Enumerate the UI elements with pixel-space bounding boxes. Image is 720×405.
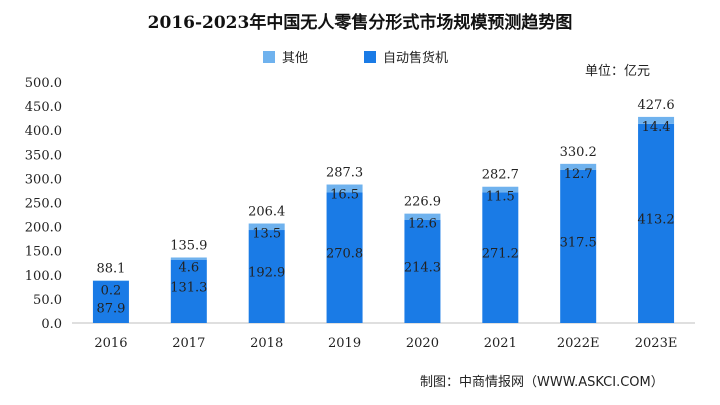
vending-value-label: 413.2 [637, 212, 674, 227]
y-tick-label: 350.0 [25, 148, 62, 163]
bar-vending [248, 230, 285, 323]
bar-other [482, 186, 519, 193]
bar-vending [482, 192, 519, 323]
total-label: 282.7 [482, 168, 519, 183]
y-tick-label: 450.0 [25, 100, 62, 115]
total-label: 226.9 [404, 195, 441, 210]
other-value-label: 14.4 [642, 120, 671, 135]
other-value-label: 12.7 [564, 167, 593, 182]
y-axis: 0.0 50.0 100.0 150.0 200.0 250.0 300.0 350.0 400… [25, 76, 62, 332]
y-tick-label: 150.0 [25, 245, 62, 260]
bar-vending [170, 259, 207, 323]
legend-swatch-other [263, 51, 275, 63]
bar-other [638, 116, 675, 124]
bar-vending [92, 280, 129, 323]
bar-vending [326, 192, 363, 323]
y-tick-label: 300.0 [25, 172, 62, 187]
source-note: 制图：中商情报网（WWW.ASKCI.COM） [420, 375, 664, 390]
y-tick-label: 100.0 [25, 269, 62, 284]
vending-value-label: 214.3 [404, 260, 441, 275]
total-label: 135.9 [170, 238, 207, 253]
other-value-label: 12.6 [408, 217, 437, 232]
legend-swatch-vending [364, 51, 376, 63]
x-tick-label: 2016 [94, 336, 127, 351]
y-tick-label: 50.0 [33, 293, 62, 308]
total-label: 330.2 [560, 145, 597, 160]
total-label: 88.1 [96, 262, 125, 277]
bar-vending [404, 219, 441, 323]
bar-other [560, 163, 597, 170]
x-tick-label: 2017 [172, 336, 205, 351]
other-value-label: 13.5 [252, 227, 281, 242]
other-value-label: 16.5 [330, 188, 359, 203]
total-label: 427.6 [637, 98, 674, 113]
bars [92, 116, 675, 323]
bar-vending [638, 123, 675, 323]
y-tick-label: 400.0 [25, 124, 62, 139]
bar-other [248, 223, 285, 231]
bar-other [404, 213, 441, 220]
x-tick-label: 2023E [635, 336, 678, 351]
bar-vending [560, 169, 597, 323]
chart-title: 2016-2023年中国无人零售分形式市场规模预测趋势图 [148, 12, 573, 33]
x-tick-label: 2022E [557, 336, 600, 351]
bar-other [92, 280, 129, 282]
x-axis: 2016 2017 2018 2019 2020 2021 2022E 2023E [94, 336, 677, 351]
x-tick-label: 2019 [328, 336, 361, 351]
vending-value-label: 87.9 [96, 302, 125, 317]
x-tick-label: 2021 [484, 336, 517, 351]
total-label: 287.3 [326, 166, 363, 181]
total-label: 206.4 [248, 205, 285, 220]
x-tick-label: 2018 [250, 336, 283, 351]
data-labels: 88.1 0.2 87.9 135.9 4.6 131.3 206.4 13.5 192.9 28… [96, 98, 674, 317]
x-tick-label: 2020 [406, 336, 439, 351]
legend-label-other: 其他 [282, 51, 308, 66]
other-value-label: 11.5 [486, 190, 515, 205]
other-value-label: 0.2 [101, 284, 122, 299]
vending-value-label: 271.2 [482, 247, 519, 262]
vending-value-label: 192.9 [248, 266, 285, 281]
vending-value-label: 317.5 [560, 235, 597, 250]
vending-value-label: 270.8 [326, 247, 363, 262]
vending-value-label: 131.3 [170, 280, 207, 295]
y-tick-label: 250.0 [25, 197, 62, 212]
legend-label-vending: 自动售货机 [383, 50, 448, 66]
y-tick-label: 0.0 [41, 317, 62, 332]
y-tick-label: 200.0 [25, 221, 62, 236]
y-tick-label: 500.0 [25, 76, 62, 91]
other-value-label: 4.6 [178, 260, 199, 275]
bar-other [170, 257, 207, 260]
legend: 其他 自动售货机 [263, 50, 448, 66]
bar-other [326, 184, 363, 193]
unit-label: 单位：亿元 [585, 64, 650, 79]
